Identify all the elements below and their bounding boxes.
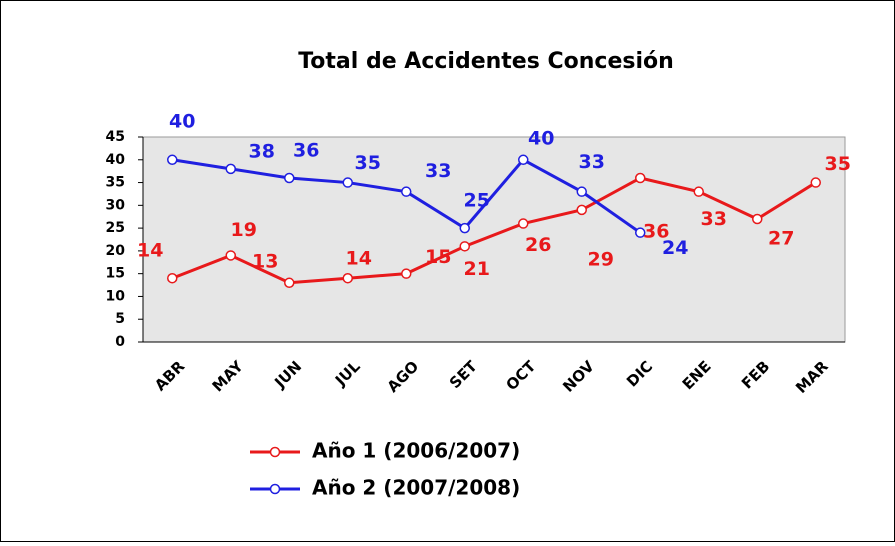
y-tick-label: 5 bbox=[115, 311, 125, 327]
point bbox=[518, 154, 529, 166]
y-tick-label: 30 bbox=[106, 197, 126, 213]
y-tick-label: 25 bbox=[106, 220, 125, 236]
point bbox=[401, 186, 412, 197]
point bbox=[342, 177, 353, 188]
y-tick-label: 10 bbox=[106, 288, 126, 304]
data-label: 26 bbox=[525, 234, 551, 256]
plot-area bbox=[142, 136, 846, 343]
legend-label: Año 1 (2006/2007) bbox=[312, 439, 520, 463]
data-label: 19 bbox=[231, 219, 257, 241]
point bbox=[342, 272, 353, 284]
point bbox=[284, 172, 295, 184]
data-label: 36 bbox=[293, 140, 319, 162]
point bbox=[576, 186, 587, 197]
data-label: 40 bbox=[528, 127, 554, 149]
data-label: 35 bbox=[355, 152, 381, 174]
data-label: 29 bbox=[588, 248, 614, 270]
data-label: 38 bbox=[249, 140, 275, 162]
point bbox=[401, 268, 412, 279]
legend-label: Año 2 (2007/2008) bbox=[312, 476, 520, 500]
data-label: 14 bbox=[137, 240, 163, 262]
point bbox=[635, 227, 646, 238]
point bbox=[693, 186, 704, 197]
chart-title: Total de Accidentes Concesión bbox=[298, 49, 674, 74]
data-label: 14 bbox=[346, 248, 372, 270]
legend-marker bbox=[269, 483, 281, 495]
point bbox=[225, 163, 236, 175]
series-line bbox=[171, 176, 817, 285]
y-tick-label: 35 bbox=[106, 175, 125, 191]
point bbox=[167, 272, 178, 284]
y-tick-label: 45 bbox=[106, 129, 125, 145]
y-tick-label: 15 bbox=[106, 266, 125, 282]
point bbox=[459, 222, 470, 234]
point bbox=[810, 177, 821, 188]
data-label: 36 bbox=[643, 221, 669, 243]
data-label: 35 bbox=[825, 153, 851, 175]
data-label: 33 bbox=[701, 208, 727, 230]
y-tick-label: 20 bbox=[106, 243, 126, 259]
point bbox=[518, 218, 529, 229]
data-label: 13 bbox=[252, 250, 278, 272]
point bbox=[284, 277, 295, 289]
point bbox=[459, 241, 470, 252]
data-label: 15 bbox=[425, 246, 451, 268]
point bbox=[576, 204, 587, 216]
legend-marker bbox=[269, 446, 281, 458]
data-label: 21 bbox=[464, 258, 490, 280]
point bbox=[752, 213, 763, 225]
data-label: 25 bbox=[464, 190, 490, 212]
y-tick-label: 0 bbox=[115, 334, 125, 350]
point bbox=[167, 154, 178, 166]
data-label: 27 bbox=[768, 228, 794, 250]
point bbox=[225, 250, 236, 261]
data-label: 24 bbox=[662, 237, 688, 259]
y-tick-label: 40 bbox=[106, 152, 126, 168]
data-label: 33 bbox=[579, 151, 605, 173]
data-label: 40 bbox=[169, 110, 195, 132]
point bbox=[635, 172, 646, 184]
data-label: 33 bbox=[425, 160, 451, 182]
